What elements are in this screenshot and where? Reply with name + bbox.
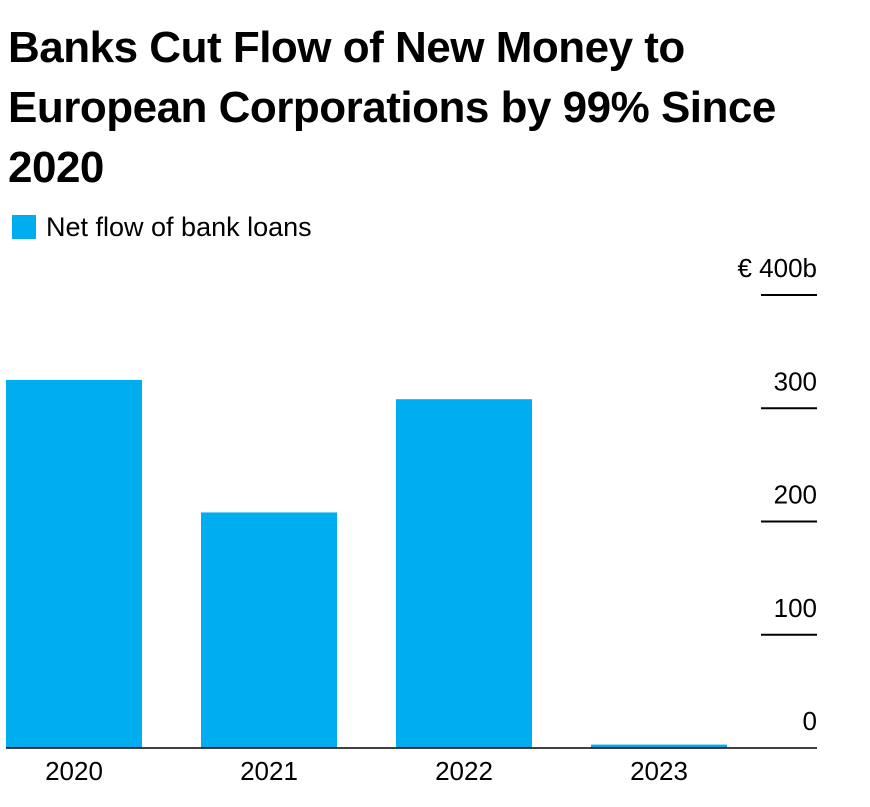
bar-2021 — [201, 512, 337, 748]
x-tick-label-2021: 2021 — [240, 756, 298, 786]
y-tick-label-200: 200 — [774, 480, 817, 510]
y-tick-label-300: 300 — [774, 366, 817, 396]
x-tick-label-2022: 2022 — [435, 756, 493, 786]
x-tick-label-2020: 2020 — [45, 756, 103, 786]
chart-title: Banks Cut Flow of New Money to European … — [8, 23, 776, 192]
y-tick-label-0: 0 — [803, 706, 817, 736]
legend-swatch — [12, 215, 36, 239]
legend-label: Net flow of bank loans — [46, 212, 312, 242]
y-tick-label-100: 100 — [774, 593, 817, 623]
bar-2023 — [591, 744, 727, 748]
bar-2022 — [396, 399, 532, 748]
y-tick-label-400: € 400b — [737, 253, 817, 283]
bar-2020 — [6, 379, 142, 748]
x-tick-label-2023: 2023 — [630, 756, 688, 786]
legend: Net flow of bank loans — [12, 210, 312, 244]
